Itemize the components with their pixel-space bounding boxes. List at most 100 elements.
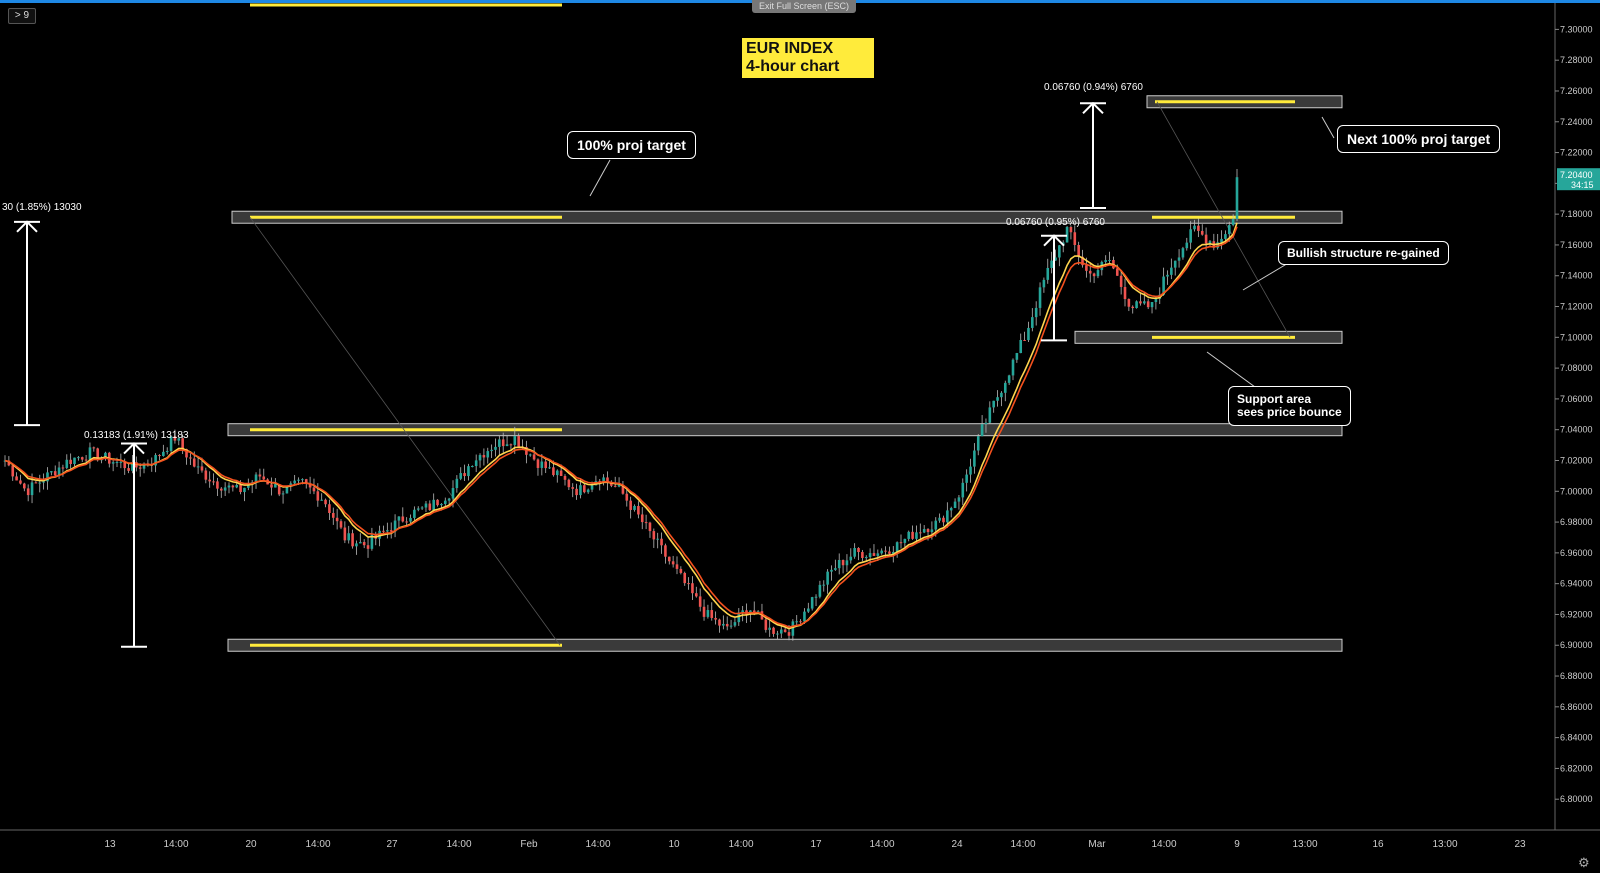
candle-body — [343, 527, 347, 541]
candle-body — [65, 459, 69, 468]
candle-body — [864, 557, 868, 559]
candle-body — [304, 479, 308, 484]
time-tick-label: 14:00 — [728, 839, 753, 850]
candle-body — [1115, 268, 1119, 276]
candle-body — [494, 446, 497, 450]
candle-body — [131, 462, 134, 471]
horizontal-zones — [227, 3, 1343, 652]
candle-body — [899, 542, 903, 544]
candle-body — [77, 457, 80, 459]
candle-body — [239, 484, 242, 493]
diagonal-guide-1 — [249, 216, 561, 646]
candle-body — [559, 470, 563, 477]
candle-body — [312, 487, 316, 492]
time-tick-label: 23 — [1514, 839, 1526, 850]
time-tick-label: 27 — [386, 839, 398, 850]
candle-body — [876, 553, 880, 556]
candle-body — [1123, 286, 1127, 300]
time-tick-label: 14:00 — [163, 839, 188, 850]
candle-body — [513, 435, 517, 445]
candle-body — [80, 457, 84, 460]
candle-body — [61, 467, 65, 469]
settings-gear-icon[interactable]: ⚙ — [1578, 855, 1590, 870]
measure-labels: 30 (1.85%) 13030 0.13183 (1.91%) 13183 0… — [2, 82, 1143, 441]
price-tick-label: 7.24000 — [1560, 117, 1593, 127]
candle-body — [1088, 270, 1092, 274]
candle-body — [447, 498, 451, 501]
candle-body — [548, 467, 551, 469]
candle-body — [401, 516, 405, 522]
measure-arrow-2-head — [123, 442, 145, 455]
moving-averages — [4, 222, 1238, 630]
last-price-countdown: 34:15 — [1571, 180, 1594, 190]
candle-body — [1224, 234, 1227, 239]
price-tick-label: 7.26000 — [1560, 86, 1593, 96]
time-tick-label: 14:00 — [869, 839, 894, 850]
candle-body — [934, 520, 938, 530]
candle-body — [301, 479, 304, 481]
candle-body — [517, 435, 520, 447]
candle-body — [807, 608, 810, 612]
candle-body — [729, 625, 733, 627]
candle-body — [482, 455, 486, 458]
candle-body — [853, 548, 856, 557]
candle-body — [189, 457, 192, 459]
candle-body — [339, 521, 343, 528]
measure-label-3: 0.06760 (0.95%) 6760 — [1006, 217, 1105, 228]
callout-next-proj-target: Next 100% proj target — [1337, 125, 1501, 153]
candle-body — [1007, 375, 1011, 383]
candle-body — [23, 483, 26, 489]
candle-body — [656, 538, 659, 540]
candle-body — [1193, 225, 1196, 230]
candle-body — [633, 505, 636, 510]
candle-body — [1003, 382, 1007, 393]
candle-body — [455, 478, 459, 489]
candle-body — [463, 473, 466, 477]
candle-body — [328, 504, 331, 513]
chart-title-line1: EUR INDEX — [746, 40, 834, 57]
candle-body — [208, 479, 211, 482]
candle-body — [216, 481, 219, 489]
candle-body — [583, 485, 586, 493]
price-tick-label: 7.10000 — [1560, 332, 1593, 342]
candle-body — [1197, 225, 1200, 231]
candle-body — [552, 467, 555, 476]
candle-body — [544, 461, 547, 469]
candle-body — [571, 487, 575, 489]
measure-arrow-4-head — [1082, 101, 1104, 115]
candle-body — [509, 444, 513, 446]
exit-fullscreen-button[interactable]: Exit Full Screen (ESC) — [752, 0, 856, 13]
zone-box-1 — [227, 423, 1343, 437]
candle-body — [1050, 260, 1053, 268]
candle-body — [46, 472, 49, 482]
candle-body — [814, 596, 818, 598]
candle-body — [891, 551, 895, 554]
candle-body — [555, 470, 559, 476]
measure-arrow-3-head — [1043, 234, 1065, 247]
candle-body — [409, 517, 412, 522]
candle-body — [1177, 257, 1181, 261]
candle-body — [1189, 229, 1192, 243]
price-tick-label: 7.14000 — [1560, 271, 1593, 281]
candle-body — [1146, 301, 1150, 308]
candle-body — [667, 556, 671, 562]
time-tick-label: 13:00 — [1432, 839, 1457, 850]
price-tick-label: 6.90000 — [1560, 640, 1593, 650]
candle-body — [691, 583, 694, 594]
candle-body — [293, 480, 296, 484]
ema-slow-line — [4, 226, 1238, 628]
price-tick-label: 6.96000 — [1560, 548, 1593, 558]
candle-body — [803, 611, 806, 622]
candle-body — [938, 517, 941, 521]
candle-body — [733, 622, 737, 626]
candle-body — [26, 488, 30, 496]
candle-body — [185, 448, 188, 458]
timeframe-toggle-button[interactable]: > 9 — [8, 8, 36, 24]
price-tick-label: 7.02000 — [1560, 455, 1593, 465]
chart-title-box: EUR INDEX 4-hour chart — [742, 38, 874, 78]
candle-body — [505, 444, 509, 447]
candle-body — [84, 459, 88, 461]
candle-body — [768, 627, 771, 630]
time-tick-label: 13 — [104, 839, 116, 850]
